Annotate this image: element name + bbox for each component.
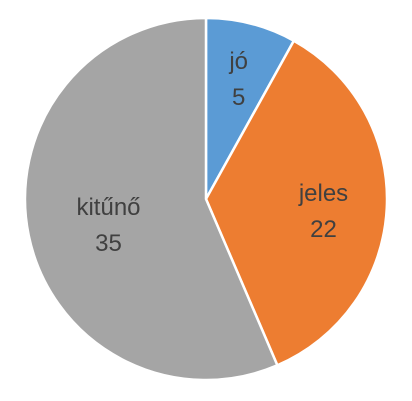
- pie-label-category: jeles: [298, 180, 348, 207]
- pie-label-value: 35: [95, 230, 122, 257]
- pie-labels: jó 5 jeles 22 kitűnő 35: [76, 48, 348, 257]
- pie-slices: [23, 16, 389, 382]
- pie-label-category: jó: [228, 48, 248, 75]
- pie-label-kituno: kitűnő 35: [76, 194, 140, 257]
- pie-slice-jeles: [204, 39, 389, 367]
- pie-label-jo: jó 5: [228, 48, 248, 111]
- pie-label-value: 5: [232, 84, 245, 111]
- pie-slice-kituno: [23, 16, 279, 382]
- pie-label-category: kitűnő: [76, 194, 140, 221]
- pie-label-value: 22: [310, 216, 337, 243]
- pie-label-jeles: jeles 22: [298, 180, 348, 243]
- pie-slice-jo: [204, 16, 296, 201]
